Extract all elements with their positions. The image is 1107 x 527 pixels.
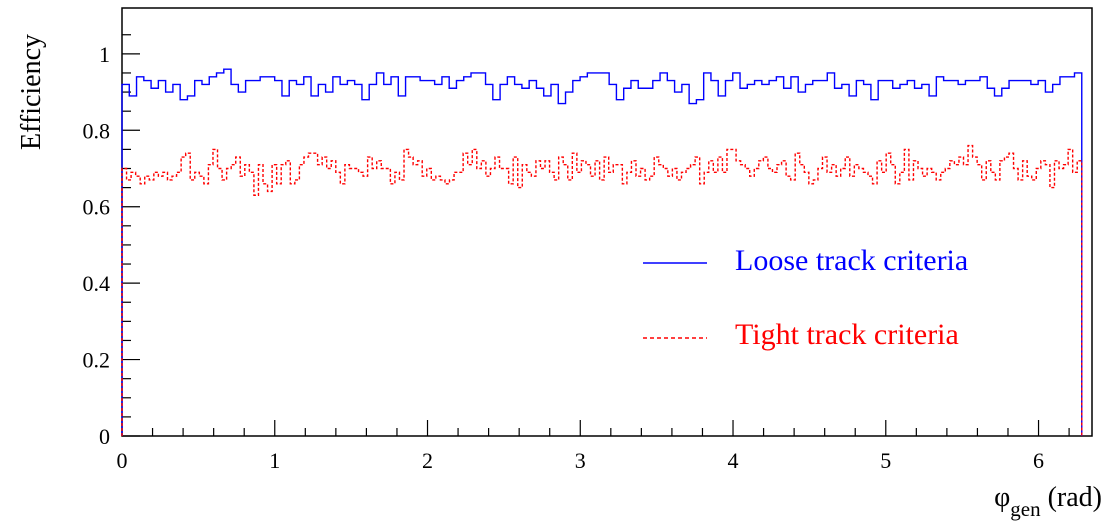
series-line-loose [121,68,1083,436]
series-layer [121,68,1083,436]
x-axis-unit: (rad) [1048,482,1102,513]
x-tick-label: 3 [575,448,586,473]
legend: Loose track criteria Tight track criteri… [643,244,968,351]
y-tick-label: 0.6 [83,195,111,220]
x-axis-ticks: 0 1 2 3 4 5 6 [117,420,1070,473]
x-tick-label: 6 [1033,448,1044,473]
legend-label-tight: Tight track criteria [735,318,959,351]
x-tick-label: 5 [880,448,891,473]
series-line-tight [121,144,1083,436]
y-tick-label: 0.2 [83,348,111,373]
y-axis-title: Efficiency [16,34,47,150]
legend-label-loose: Loose track criteria [735,244,968,277]
x-axis-symbol: φ [994,482,1010,513]
x-axis-title: φgen (rad) [994,482,1102,521]
plot-frame [121,7,1093,437]
x-tick-label: 1 [269,448,280,473]
x-axis-subscript: gen [1010,497,1041,521]
y-tick-label: 0 [99,424,110,449]
y-tick-label: 1 [99,42,110,67]
y-tick-label: 0.4 [83,271,111,296]
x-tick-label: 2 [422,448,433,473]
y-axis-ticks: 0 0.2 0.4 0.6 0.8 1 [83,34,140,449]
y-tick-label: 0.8 [83,118,111,143]
x-tick-label: 4 [728,448,739,473]
x-tick-label: 0 [117,448,128,473]
